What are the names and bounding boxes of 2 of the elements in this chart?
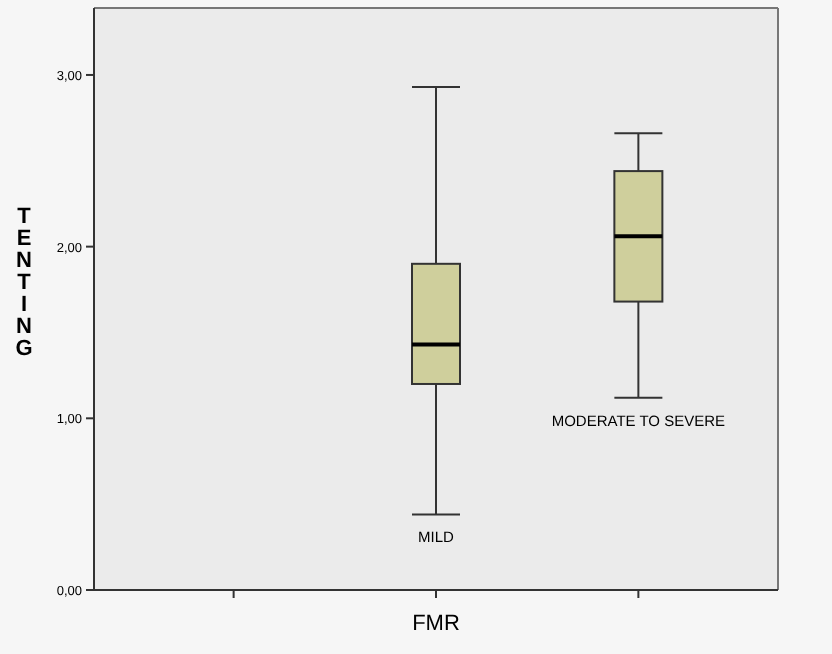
x-axis-title: FMR: [412, 612, 460, 636]
y-axis-title: TENTING: [15, 205, 33, 361]
